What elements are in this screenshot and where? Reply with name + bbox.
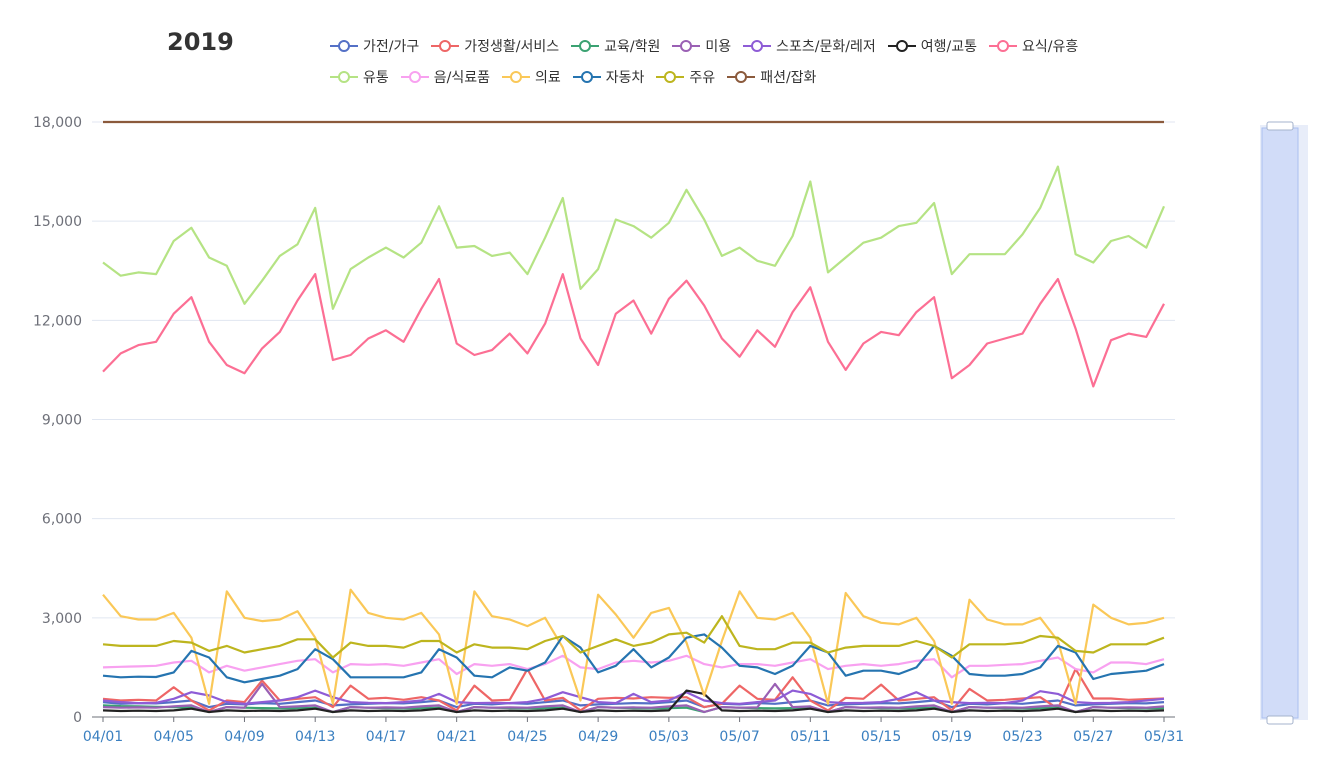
legend-item[interactable]: 스포츠/문화/레저 [743, 36, 876, 56]
x-tick-label: 04/17 [366, 729, 406, 745]
y-tick-label: 12,000 [33, 313, 82, 329]
legend-label: 유통 [363, 69, 389, 86]
legend-label: 여행/교통 [920, 38, 977, 55]
legend-label: 음/식료품 [433, 69, 491, 86]
legend-item[interactable]: 가전/가구 [330, 36, 419, 56]
legend-item[interactable]: 교육/학원 [571, 36, 660, 56]
legend-label: 가전/가구 [363, 38, 420, 55]
x-tick-label: 05/15 [861, 729, 901, 745]
legend-label: 미용 [705, 38, 732, 55]
x-tick-label: 04/29 [578, 729, 618, 745]
x-tick-label: 04/01 [83, 729, 123, 745]
series-line [102, 615, 1165, 659]
x-axis: 04/01 04/05 04/09 04/13 04/17 04/21 04/25 04/29… [83, 716, 1184, 745]
legend-item[interactable]: 음/식료품 [400, 67, 491, 87]
legend-symbol-icon [431, 39, 460, 52]
legend-symbol-icon [727, 70, 756, 83]
data-zoom-slider[interactable] [1260, 121, 1308, 725]
y-tick-label: 18,000 [33, 115, 82, 131]
legend-label: 스포츠/문화/레저 [776, 38, 876, 55]
legend-item[interactable]: 미용 [672, 36, 731, 56]
legend-item[interactable]: 패션/잡화 [727, 67, 816, 87]
y-tick-label: 3,000 [42, 611, 82, 627]
legend-symbol-icon [887, 39, 916, 52]
legend-item[interactable]: 의료 [502, 67, 561, 87]
x-tick-label: 04/13 [295, 729, 335, 745]
series-line [102, 633, 1165, 684]
legend-symbol-icon [672, 39, 701, 52]
legend-row: 가전/가구 가정생활/서비스 교육/학원 미용 스포츠/문화/레저 여행/교통 요식/유흥 [330, 30, 1290, 61]
zoom-handle-bottom[interactable] [1266, 715, 1294, 725]
x-tick-label: 05/19 [932, 729, 972, 745]
x-tick-label: 05/27 [1073, 729, 1113, 745]
legend-item[interactable]: 유통 [330, 67, 389, 87]
zoom-handle-top[interactable] [1266, 121, 1294, 131]
y-tick-label: 0 [73, 710, 82, 726]
series-line [102, 588, 1165, 705]
x-tick-label: 05/03 [649, 729, 689, 745]
legend-label: 주유 [689, 69, 716, 86]
legend-item[interactable]: 여행/교통 [887, 36, 977, 56]
x-tick-label: 04/09 [224, 729, 264, 745]
series-line [102, 165, 1166, 310]
legend: 가전/가구 가정생활/서비스 교육/학원 미용 스포츠/문화/레저 여행/교통 요식/유흥 … [330, 30, 1290, 92]
chart-title: 2019 [167, 28, 234, 56]
legend-symbol-icon [330, 70, 358, 83]
legend-label: 교육/학원 [604, 38, 661, 55]
y-tick-label: 6,000 [42, 512, 82, 528]
legend-symbol-icon [571, 39, 600, 52]
legend-symbol-icon [330, 39, 358, 52]
legend-label: 의료 [535, 69, 561, 86]
legend-label: 자동차 [605, 69, 645, 86]
legend-symbol-icon [743, 39, 772, 52]
series-line [102, 689, 1165, 714]
legend-item[interactable]: 자동차 [572, 67, 645, 87]
y-tick-label: 9,000 [42, 413, 82, 429]
x-tick-label: 04/05 [154, 729, 194, 745]
series-lines [102, 120, 1166, 714]
legend-symbol-icon [502, 70, 531, 83]
zoom-selection[interactable] [1261, 127, 1299, 719]
legend-label: 가정생활/서비스 [464, 38, 560, 55]
y-tick-label: 15,000 [33, 214, 82, 230]
series-line [102, 654, 1165, 679]
y-axis: 0 3,000 6,000 9,000 12,000 15,000 18,000 [33, 115, 82, 726]
series-line [102, 689, 1165, 705]
legend-row: 유통 음/식료품 의료 자동차 주유 패션/잡화 [330, 61, 1290, 92]
x-tick-label: 05/23 [1002, 729, 1042, 745]
gridlines [92, 121, 1175, 718]
legend-label: 패션/잡화 [760, 69, 817, 86]
legend-symbol-icon [400, 70, 429, 83]
legend-symbol-icon [572, 70, 601, 83]
legend-item[interactable]: 주유 [656, 67, 715, 87]
series-line [102, 699, 1165, 709]
legend-symbol-icon [989, 39, 1017, 52]
x-tick-label: 04/25 [507, 729, 547, 745]
legend-item[interactable]: 가정생활/서비스 [431, 36, 559, 56]
series-line [102, 273, 1165, 388]
x-tick-label: 05/07 [719, 729, 759, 745]
series-line [102, 682, 1165, 714]
x-tick-label: 05/11 [790, 729, 830, 745]
x-tick-label: 05/31 [1144, 729, 1184, 745]
x-tick-label: 04/21 [436, 729, 476, 745]
legend-label: 요식/유흥 [1022, 38, 1079, 55]
legend-symbol-icon [656, 70, 685, 83]
legend-item[interactable]: 요식/유흥 [989, 36, 1078, 56]
